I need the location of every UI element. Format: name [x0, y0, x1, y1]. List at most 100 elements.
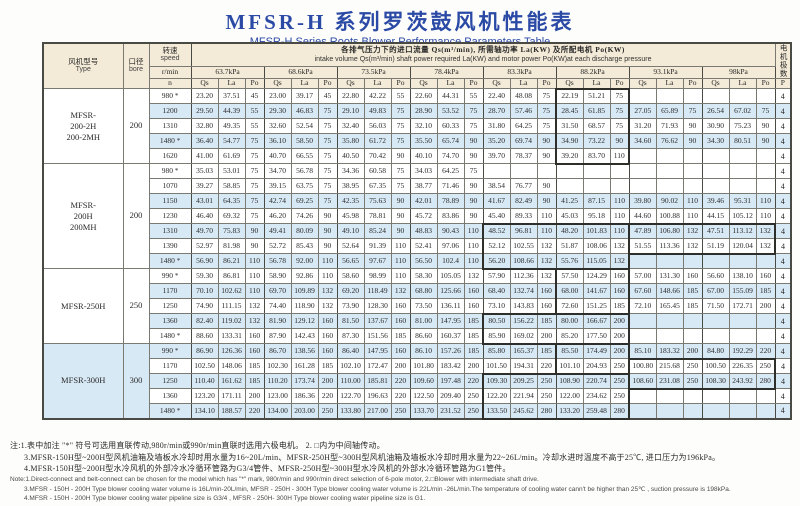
po-cell: 200 — [609, 328, 630, 345]
speed-cell: 1170 — [148, 283, 192, 300]
po-cell: 200 — [682, 343, 703, 360]
header-subcol-po: Po — [755, 77, 776, 90]
po-cell: 75 — [317, 193, 338, 210]
la-cell: 92.86 — [290, 268, 319, 285]
table-row: MFSR-300H 300 990 * 86.90 126.36 160 86.70 138.… — [42, 342, 792, 420]
la-cell: 204.93 — [582, 358, 611, 375]
po-cell: 160 — [244, 343, 265, 360]
po-cell: 200 — [390, 358, 411, 375]
speed-cell: 1070 — [148, 178, 192, 195]
qs-cell: 40.50 — [336, 148, 365, 165]
qs-cell — [628, 148, 657, 165]
po-cell: 280 — [536, 403, 557, 420]
la-cell: 91.39 — [363, 238, 392, 255]
la-cell: 136.11 — [436, 298, 465, 315]
po-cell: 75 — [317, 103, 338, 120]
po-cell: 250 — [609, 358, 630, 375]
direct-drive-star: * — [176, 256, 181, 265]
la-cell: 118.90 — [290, 298, 319, 315]
po-cell — [609, 163, 630, 180]
qs-cell: 86.10 — [409, 343, 438, 360]
model-cell: MFSR-300H — [42, 343, 124, 420]
qs-cell: 29.30 — [263, 103, 292, 120]
la-cell — [582, 163, 611, 180]
speed-cell: 990 * — [148, 343, 192, 360]
qs-cell — [701, 163, 730, 180]
qs-cell: 29.10 — [336, 103, 365, 120]
po-cell — [755, 148, 776, 165]
qs-cell: 45.72 — [409, 208, 438, 225]
po-cell: 90 — [536, 178, 557, 195]
table-row: 1310 32.80 49.35 55 32.60 52.54 75 32.40 56.03 75… — [43, 118, 792, 135]
qs-cell: 109.30 — [482, 372, 511, 390]
qs-cell: 109.60 — [409, 373, 438, 390]
po-cell: 75 — [463, 103, 484, 120]
qs-cell: 67.00 — [701, 283, 730, 300]
qs-cell: 23.00 — [263, 88, 292, 105]
qs-cell: 34.36 — [336, 163, 365, 180]
po-cell: 110 — [755, 193, 776, 210]
la-cell: 108.06 — [582, 238, 611, 255]
po-cell: 90 — [463, 178, 484, 195]
speed-cell: 1620 — [148, 148, 192, 165]
po-cell: 132 — [536, 268, 557, 285]
po-cell: 185 — [682, 283, 703, 300]
la-cell: 215.68 — [655, 357, 684, 375]
la-cell: 86.21 — [217, 253, 246, 270]
po-cell: 90 — [244, 223, 265, 240]
la-cell: 78.37 — [509, 148, 538, 165]
header-pressure-93.1kPa: 93.1kPa — [628, 66, 703, 79]
la-cell: 113.12 — [728, 222, 757, 240]
la-cell: 156.22 — [509, 312, 538, 330]
la-cell: 126.36 — [217, 343, 246, 360]
po-cell: 75 — [755, 103, 776, 120]
la-cell: 119.02 — [217, 313, 246, 330]
qs-cell: 49.70 — [190, 223, 219, 240]
qs-cell: 80.50 — [482, 312, 511, 330]
qs-cell: 32.40 — [336, 118, 365, 135]
la-cell: 105.05 — [436, 268, 465, 285]
po-cell: 90 — [609, 133, 630, 150]
po-cell: 110 — [463, 253, 484, 270]
la-cell: 96.81 — [509, 222, 538, 240]
la-cell: 49.83 — [363, 103, 392, 120]
po-cell: 160 — [463, 283, 484, 300]
la-cell: 141.67 — [582, 283, 611, 300]
qs-cell: 122.70 — [336, 388, 365, 405]
qs-cell: 35.20 — [482, 133, 511, 150]
qs-cell: 72.10 — [628, 298, 657, 315]
la-cell: 71.46 — [436, 178, 465, 195]
la-cell: 75.83 — [217, 223, 246, 240]
qs-cell: 49.10 — [336, 223, 365, 240]
la-cell: 245.62 — [509, 403, 538, 420]
la-cell: 37.51 — [217, 88, 246, 105]
note-en-3: 4.MFSR - 150H - 200H Type blower cooling… — [24, 495, 426, 503]
direct-drive-star: * — [176, 406, 181, 415]
la-cell — [655, 403, 684, 420]
qs-cell: 29.50 — [190, 103, 219, 120]
table-row: 1310 49.70 75.83 90 49.41 80.09 90 49.10 85.24 90… — [43, 222, 792, 240]
qs-cell: 38.95 — [336, 178, 365, 195]
po-cell: 185 — [244, 358, 265, 375]
qs-cell: 133.80 — [336, 403, 365, 420]
qs-cell: 108.90 — [555, 372, 584, 390]
header-subcol-la: La — [509, 77, 538, 90]
table-row: 1480 * 56.90 86.21 110 56.78 92.00 110 56.65 97.… — [43, 253, 792, 270]
po-cell — [755, 388, 776, 405]
qs-cell: 87.30 — [336, 328, 365, 345]
header-subcol-po: Po — [536, 77, 557, 90]
la-cell: 129.12 — [290, 313, 319, 330]
po-cell: 110 — [317, 253, 338, 270]
la-cell: 74.70 — [436, 148, 465, 165]
po-cell: 75 — [317, 178, 338, 195]
po-cell: 75 — [390, 133, 411, 150]
qs-cell: 22.40 — [482, 88, 511, 105]
po-cell: 160 — [463, 298, 484, 315]
po-cell: 250 — [536, 372, 557, 390]
po-cell: 200 — [317, 373, 338, 390]
la-cell: 220.74 — [582, 372, 611, 390]
la-cell: 78.89 — [436, 193, 465, 210]
la-cell: 161.62 — [217, 373, 246, 390]
header-subcol-qs: Qs — [628, 77, 657, 90]
qs-cell — [482, 163, 511, 180]
